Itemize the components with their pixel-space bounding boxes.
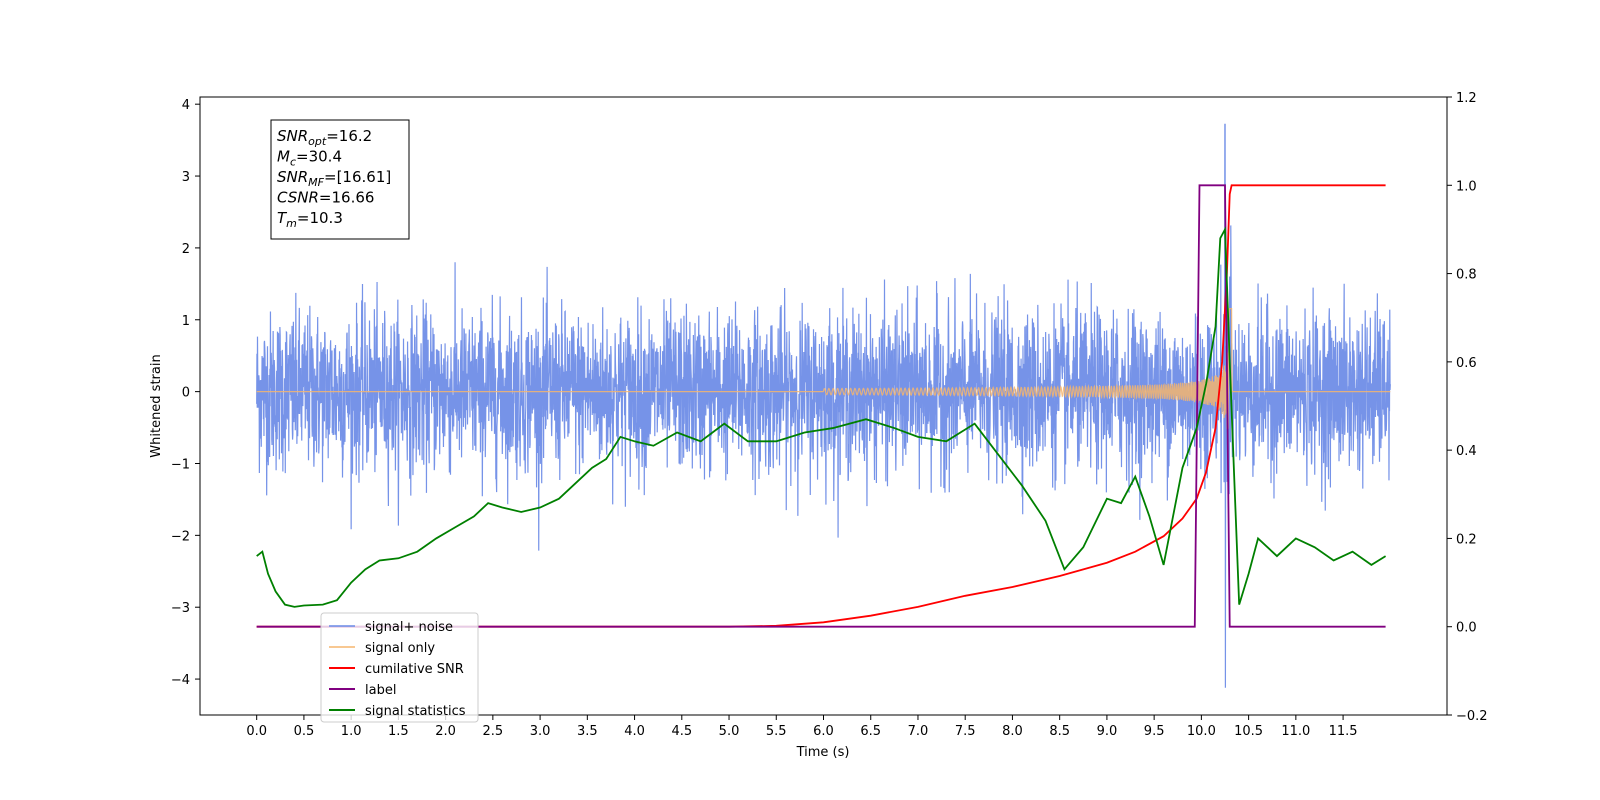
series-layer [256, 123, 1391, 688]
y-axis-label: Whitened strain [149, 354, 164, 457]
x-tick-label: 4.5 [671, 724, 692, 739]
annotation-line: SNRMF=[16.61] [277, 168, 391, 189]
x-axis: 0.0 0.5 1.0 1.5 2.0 2.5 3.0 3.5 4.0 4.5 5.0 5.5 6.0 6… [246, 715, 1358, 739]
series-signal-statistics [256, 226, 1387, 608]
x-tick-label: 0.0 [246, 724, 267, 739]
y2-tick-label: 0.2 [1456, 532, 1477, 547]
x-tick-label: 7.5 [955, 724, 976, 739]
y2-tick-label: 1.0 [1456, 179, 1477, 194]
y-tick-label: −3 [171, 601, 190, 616]
annotation-line: Mc=30.4 [277, 148, 342, 169]
legend-label: label [365, 683, 396, 698]
x-tick-label: 4.0 [624, 724, 645, 739]
y-tick-label: −4 [171, 673, 190, 688]
annotation-line: CSNR=16.66 [277, 189, 374, 207]
x-tick-label: 6.0 [813, 724, 834, 739]
x-tick-label: 3.0 [530, 724, 551, 739]
annotation-box: SNRopt=16.2Mc=30.4SNRMF=[16.61]CSNR=16.6… [270, 119, 410, 240]
y2-tick-label: 1.2 [1456, 91, 1477, 106]
x-tick-label: 9.5 [1144, 724, 1165, 739]
x-tick-label: 11.5 [1329, 724, 1358, 739]
y2-tick-label: 0.8 [1456, 268, 1477, 283]
y-axis-left: −4 −3 −2 −1 0 1 2 3 4 [171, 98, 200, 688]
x-tick-label: 3.5 [577, 724, 598, 739]
annotation-line: Tm=10.3 [277, 209, 343, 230]
legend-label: cumilative SNR [365, 662, 464, 677]
y-tick-label: 3 [182, 170, 190, 185]
y-tick-label: −2 [171, 529, 190, 544]
legend-label: signal statistics [365, 704, 466, 719]
x-tick-label: 9.0 [1097, 724, 1118, 739]
x-tick-label: 6.5 [860, 724, 881, 739]
x-tick-label: 8.0 [1002, 724, 1023, 739]
y-tick-label: −1 [171, 457, 190, 472]
y-axis-right: −0.2 0.0 0.2 0.4 0.6 0.8 1.0 1.2 [1447, 91, 1488, 724]
y2-tick-label: 0.6 [1456, 356, 1477, 371]
series-label [256, 184, 1386, 628]
y-tick-label: 2 [182, 242, 190, 257]
x-tick-label: 10.5 [1234, 724, 1263, 739]
x-tick-label: 5.0 [719, 724, 740, 739]
y-tick-label: 0 [182, 386, 190, 401]
legend-label: signal only [365, 641, 435, 656]
x-axis-label: Time (s) [796, 745, 850, 760]
x-tick-label: 0.5 [294, 724, 315, 739]
series-cumulative-snr [256, 184, 1386, 628]
y2-tick-label: 0.4 [1456, 444, 1477, 459]
x-tick-label: 8.5 [1049, 724, 1070, 739]
legend-frame [320, 612, 479, 723]
x-tick-label: 2.5 [483, 724, 504, 739]
x-tick-label: 1.5 [388, 724, 409, 739]
y2-tick-label: 0.0 [1456, 621, 1477, 636]
x-tick-label: 2.0 [435, 724, 456, 739]
legend: signal+ noise signal only cumilative SNR la… [320, 612, 479, 723]
y2-tick-label: −0.2 [1456, 709, 1488, 724]
x-tick-label: 5.5 [766, 724, 787, 739]
x-tick-label: 1.0 [341, 724, 362, 739]
annotation-line: SNRopt=16.2 [277, 127, 372, 148]
y-tick-label: 4 [182, 98, 190, 113]
x-tick-label: 10.0 [1187, 724, 1216, 739]
legend-label: signal+ noise [365, 620, 453, 635]
x-tick-label: 11.0 [1281, 724, 1310, 739]
y-tick-label: 1 [182, 314, 190, 329]
x-tick-label: 7.0 [908, 724, 929, 739]
annotation-frame [270, 119, 410, 240]
